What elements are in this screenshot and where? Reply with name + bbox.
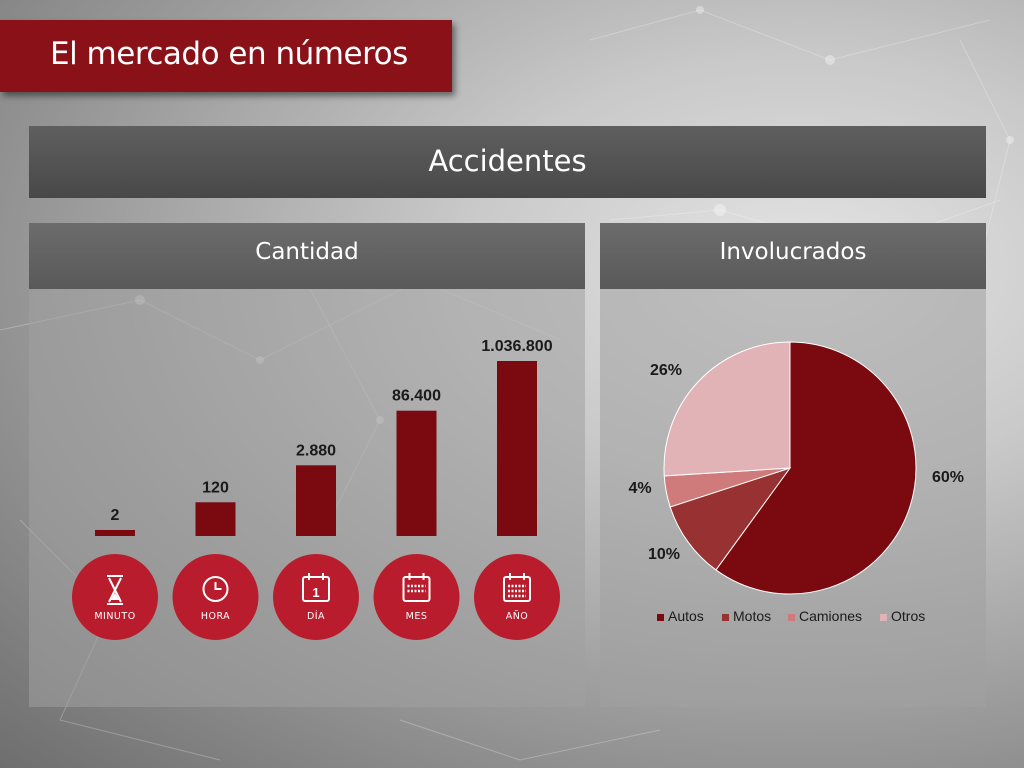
legend-label: Camiones — [799, 608, 862, 624]
period-circle — [172, 554, 259, 640]
bar-minuto — [95, 529, 135, 536]
calendar-body — [302, 576, 330, 602]
period-label: AÑO — [506, 611, 529, 622]
calendar-day-number: 1 — [312, 585, 319, 600]
pie-slice-autos — [715, 341, 917, 595]
pie-value-label: 60% — [932, 469, 964, 486]
clock-face — [202, 576, 229, 602]
pie-value-label: 26% — [650, 362, 682, 379]
period-badge: HORA — [172, 554, 259, 640]
period-label: HORA — [201, 611, 230, 622]
hourglass-sand — [111, 593, 119, 600]
calendar-rings — [509, 573, 525, 580]
cantidad-panel: Cantidad 2 MINUTO 120 HORA 2.880 1 DÍA 86.400 ME… — [29, 223, 585, 707]
period-badge: 1 DÍA — [273, 554, 359, 640]
period-label: DÍA — [307, 610, 325, 622]
bar-día — [296, 465, 336, 536]
pie-slice-otros — [663, 341, 791, 477]
cantidad-panel-header: Cantidad — [29, 223, 585, 289]
pie-value-label: 10% — [648, 546, 680, 563]
hourglass-shape — [107, 575, 123, 605]
section-bar: Accidentes — [29, 126, 986, 198]
calendar-body — [402, 576, 431, 602]
pie-value-label: 4% — [628, 480, 651, 497]
hourglass-icon — [107, 575, 123, 605]
calendar-year-icon — [503, 573, 531, 602]
period-circle — [373, 554, 460, 640]
period-label: MINUTO — [94, 611, 135, 622]
involucrados-panel-header: Involucrados — [600, 223, 986, 289]
pie-chart: 60% 10% 4% 26% Autos Motos Camiones Otros — [628, 341, 964, 624]
calendar-day-icon: 1 — [302, 573, 330, 602]
section-title: Accidentes — [428, 144, 587, 178]
period-badge: MINUTO — [72, 554, 158, 640]
bar-mes — [396, 410, 437, 536]
legend-item: Motos — [722, 608, 771, 624]
legend-swatch — [880, 614, 887, 621]
calendar-rings — [308, 573, 324, 580]
involucrados-panel: Involucrados 60% 10% 4% 26% Autos Motos Camion… — [600, 223, 986, 707]
period-badge: AÑO — [474, 554, 560, 640]
bar-chart: 2 MINUTO 120 HORA 2.880 1 DÍA 86.400 MES 1.036.80… — [72, 338, 560, 640]
bar-hora — [195, 502, 236, 536]
bar-value-label: 2.880 — [296, 442, 336, 459]
bar-value-label: 120 — [202, 479, 229, 496]
legend-item: Otros — [880, 608, 925, 624]
legend-label: Motos — [733, 608, 771, 624]
period-badge: MES — [373, 554, 460, 640]
legend-label: Autos — [668, 608, 704, 624]
clock-hands — [214, 582, 222, 590]
legend-label: Otros — [891, 608, 925, 624]
involucrados-title: Involucrados — [719, 239, 867, 265]
title-banner: El mercado en números — [0, 20, 452, 92]
pie-slice-motos — [669, 467, 792, 571]
calendar-month-icon — [402, 573, 431, 602]
bar-value-label: 86.400 — [392, 388, 441, 405]
bar-value-label: 1.036.800 — [481, 338, 552, 355]
bar-año — [497, 361, 537, 536]
cantidad-title: Cantidad — [255, 239, 359, 265]
legend-swatch — [722, 614, 729, 621]
period-label: MES — [406, 611, 428, 622]
legend-item: Camiones — [788, 608, 862, 624]
legend-item: Autos — [657, 608, 704, 624]
calendar-body — [503, 576, 531, 602]
legend-swatch — [788, 614, 795, 621]
calendar-rings — [408, 573, 425, 580]
period-circle — [273, 554, 359, 640]
bar-value-label: 2 — [111, 507, 120, 524]
clock-icon — [202, 576, 229, 602]
slide-title: El mercado en números — [50, 36, 408, 72]
legend-swatch — [657, 614, 664, 621]
